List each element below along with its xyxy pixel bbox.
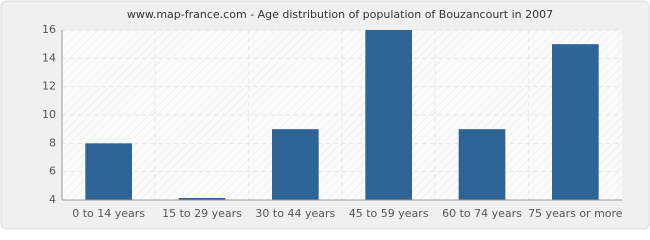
x-tick-label: 45 to 59 years <box>349 207 429 220</box>
y-tick-label: 8 <box>49 136 56 149</box>
x-tick-label: 75 years or more <box>528 207 623 220</box>
bar <box>272 129 319 200</box>
bar <box>458 129 506 200</box>
bar <box>552 44 599 200</box>
y-tick-label: 12 <box>42 80 56 93</box>
x-tick-label: 15 to 29 years <box>162 207 242 220</box>
chart: www.map-france.com - Age distribution of… <box>0 0 650 230</box>
y-tick-label: 4 <box>49 193 56 206</box>
bar <box>365 30 412 200</box>
x-tick-label: 0 to 14 years <box>72 207 145 220</box>
chart-title: www.map-france.com - Age distribution of… <box>127 8 553 21</box>
bar <box>178 198 226 200</box>
bar <box>85 143 132 200</box>
x-tick-label: 60 to 74 years <box>442 207 522 220</box>
x-tick-label: 30 to 44 years <box>255 207 335 220</box>
y-tick-label: 10 <box>42 108 56 121</box>
y-tick-label: 6 <box>49 165 56 178</box>
y-tick-label: 16 <box>42 23 56 36</box>
y-tick-label: 14 <box>42 51 56 64</box>
